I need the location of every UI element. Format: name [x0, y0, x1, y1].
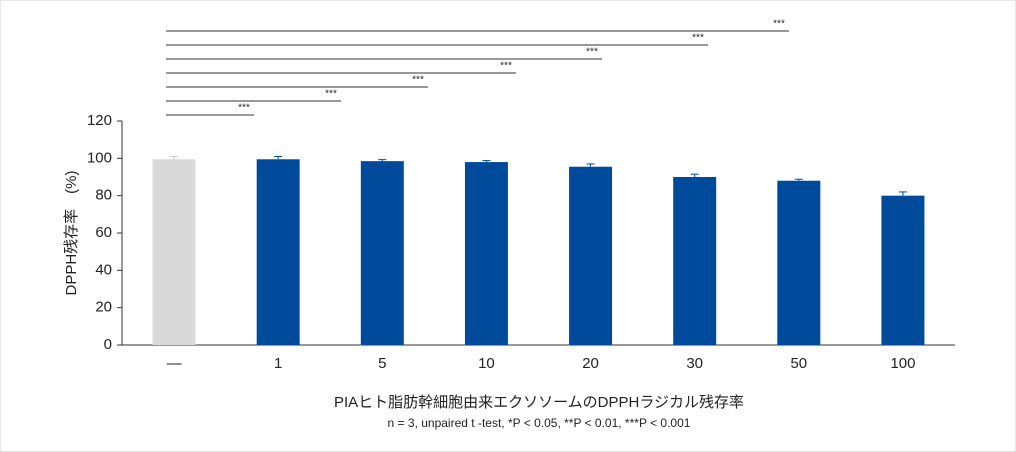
y-axis-label: DPPH残存率 (%): [63, 170, 80, 295]
bar: [360, 161, 404, 345]
y-tick-label: 60: [95, 224, 112, 241]
significance-label: ***: [412, 75, 424, 86]
y-tick-label: 40: [95, 261, 112, 278]
caption: PIAヒト脂肪幹細胞由来エクソソームのDPPHラジカル残存率: [334, 393, 744, 411]
note: n = 3, unpaired t -test, *P < 0.05, **P …: [388, 416, 691, 430]
x-tick-label: 20: [582, 355, 599, 372]
y-tick-label: 100: [87, 149, 112, 166]
significance-label: ***: [238, 103, 250, 114]
bar: [152, 159, 196, 345]
y-tick-label: 80: [95, 187, 112, 204]
significance-label: ***: [586, 47, 598, 58]
x-tick-label: 1: [274, 355, 282, 372]
x-tick-label: 5: [378, 355, 386, 372]
bar: [256, 159, 300, 345]
bar: [569, 166, 613, 345]
significance-label: ***: [692, 33, 704, 44]
y-tick-label: 0: [104, 336, 112, 353]
significance-label: ***: [500, 61, 512, 72]
bar: [673, 177, 717, 345]
bar: [777, 180, 821, 345]
x-tick-label: 50: [790, 355, 807, 372]
bar: [881, 195, 925, 345]
bar: [464, 162, 508, 345]
significance-label: ***: [773, 19, 785, 30]
x-tick-label: 30: [686, 355, 703, 372]
x-tick-label: 100: [890, 355, 915, 372]
x-tick-label: —: [167, 355, 182, 372]
y-tick-label: 20: [95, 299, 112, 316]
y-tick-label: 120: [87, 112, 112, 129]
x-tick-label: 10: [478, 355, 495, 372]
significance-label: ***: [325, 89, 337, 100]
